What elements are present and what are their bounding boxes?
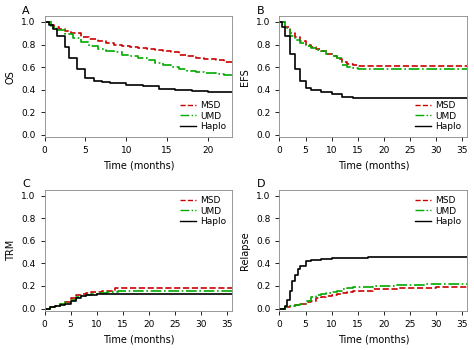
X-axis label: Time (months): Time (months) (103, 335, 174, 344)
Y-axis label: Relapse: Relapse (240, 231, 250, 270)
X-axis label: Time (months): Time (months) (337, 161, 409, 171)
X-axis label: Time (months): Time (months) (103, 161, 174, 171)
Legend: MSD, UMD, Haplo: MSD, UMD, Haplo (413, 99, 463, 133)
Legend: MSD, UMD, Haplo: MSD, UMD, Haplo (178, 99, 228, 133)
Y-axis label: TRM: TRM (6, 240, 16, 261)
Text: D: D (257, 179, 265, 189)
Text: C: C (22, 179, 30, 189)
X-axis label: Time (months): Time (months) (337, 335, 409, 344)
Y-axis label: OS: OS (6, 70, 16, 84)
Legend: MSD, UMD, Haplo: MSD, UMD, Haplo (413, 195, 463, 228)
Text: A: A (22, 6, 29, 15)
Y-axis label: EFS: EFS (240, 68, 250, 86)
Legend: MSD, UMD, Haplo: MSD, UMD, Haplo (178, 195, 228, 228)
Text: B: B (257, 6, 264, 15)
